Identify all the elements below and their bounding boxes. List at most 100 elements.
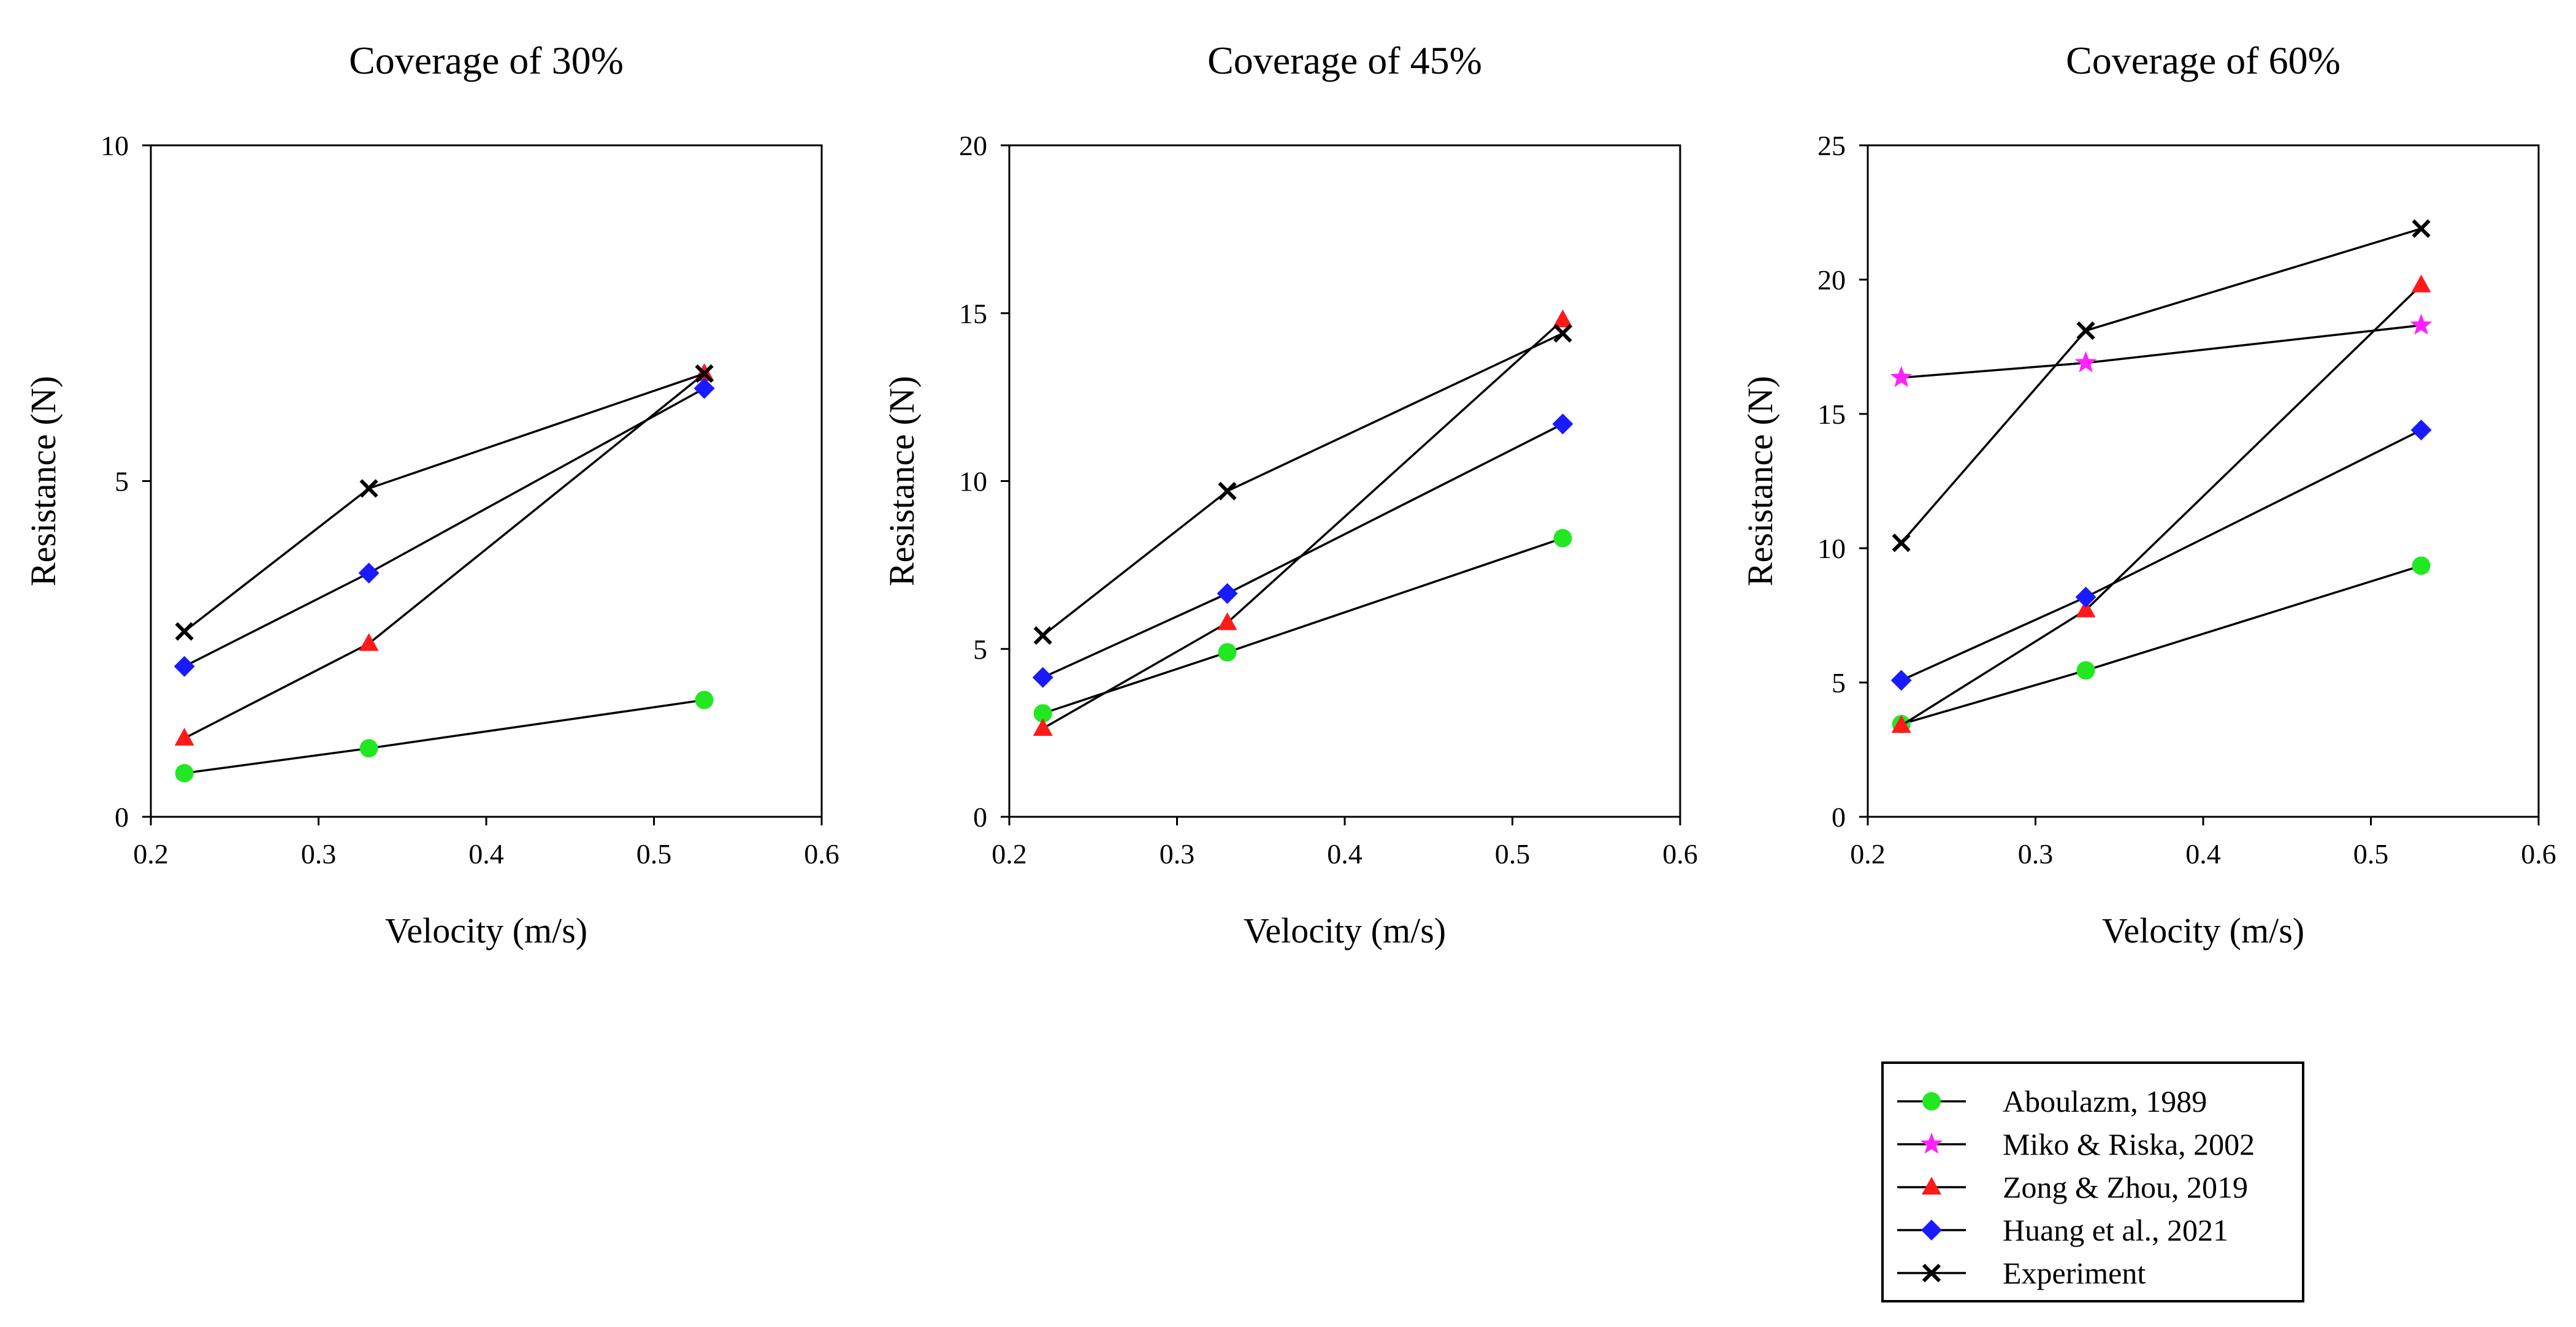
series-line <box>1042 423 1564 679</box>
y-axis-label: Resistance (N) <box>23 376 63 586</box>
y-tick-label: 10 <box>101 130 129 161</box>
series-line <box>1900 429 2422 682</box>
data-point-x <box>175 622 194 641</box>
data-point-triangle <box>2411 274 2431 293</box>
data-point-circle <box>175 763 194 782</box>
legend-entry: Zong & Zhou, 2019 <box>1897 1170 2248 1204</box>
data-point-x-stroke-b <box>359 479 378 498</box>
series-line <box>183 372 705 633</box>
x-axis-label: Velocity (m/s) <box>2102 911 2304 950</box>
legend: Aboulazm, 1989 Miko & Riska, 2002 Zong & Z… <box>1881 1061 2304 1302</box>
series-experiment <box>1892 219 2431 553</box>
legend-marker-circle <box>1922 1092 1941 1111</box>
data-point-x-stroke-b <box>175 622 194 641</box>
series-huang-et-al-2021 <box>174 378 715 677</box>
legend-marker-x-stroke-b <box>1922 1263 1941 1283</box>
legend-entry: Huang et al., 2021 <box>1897 1213 2228 1247</box>
series-aboulazm-1989 <box>1892 556 2431 733</box>
y-tick-label: 10 <box>959 466 987 497</box>
x-tick-label: 0.3 <box>301 838 337 870</box>
x-tick-label: 0.6 <box>2521 838 2556 870</box>
legend-label: Zong & Zhou, 2019 <box>2003 1170 2248 1204</box>
legend-entry: Experiment <box>1897 1256 2146 1290</box>
x-tick-label: 0.3 <box>2018 838 2054 870</box>
series-zong-zhou-2019 <box>174 363 714 746</box>
x-tick-label: 0.5 <box>1495 838 1531 870</box>
series-line <box>184 698 705 774</box>
chart-panels: Coverage of 30% 0.2 0.3 0.4 0.5 0.6 0 5 10 Veloci… <box>23 39 2556 950</box>
x-tick-label: 0.2 <box>133 838 169 870</box>
series-huang-et-al-2021 <box>1890 419 2432 691</box>
x-tick-label: 0.4 <box>2185 838 2221 870</box>
data-point-x <box>1218 481 1237 501</box>
legend-label: Miko & Riska, 2002 <box>2003 1127 2255 1161</box>
y-tick-label: 10 <box>1817 533 1846 564</box>
legend-box <box>1881 1061 2304 1302</box>
y-tick-label: 5 <box>115 466 129 497</box>
data-point-diamond <box>1890 670 1912 691</box>
data-point-triangle <box>174 727 194 746</box>
data-point-x-stroke-b <box>695 364 714 383</box>
data-point-triangle <box>1033 718 1053 736</box>
data-point-x-stroke-b <box>2412 219 2431 238</box>
data-point-circle <box>1033 704 1052 723</box>
series-aboulazm-1989 <box>175 690 714 782</box>
x-tick-label: 0.6 <box>804 838 839 870</box>
legend-marker-diamond <box>1921 1220 1942 1241</box>
data-point-diamond <box>174 656 195 677</box>
chart-title: Coverage of 45% <box>1207 39 1482 82</box>
data-point-x <box>359 479 378 498</box>
y-tick-label: 5 <box>973 633 987 665</box>
series-line <box>1042 537 1564 715</box>
y-tick-label: 20 <box>959 130 987 161</box>
chart-panel-3: Coverage of 60% 0.2 0.3 0.4 0.5 0.6 0 5 10 15 20 25… <box>1740 39 2556 950</box>
data-point-triangle <box>1553 309 1573 327</box>
data-point-diamond <box>2410 419 2432 441</box>
legend-label: Huang et al., 2021 <box>2003 1213 2228 1247</box>
x-tick-label: 0.6 <box>1662 838 1698 870</box>
data-point-x <box>695 364 714 383</box>
x-tick-label: 0.5 <box>2353 838 2389 870</box>
data-point-diamond <box>1552 413 1573 435</box>
data-point-x-stroke-b <box>2076 321 2095 340</box>
series-experiment <box>175 364 714 641</box>
series-huang-et-al-2021 <box>1032 413 1573 688</box>
data-point-circle <box>1553 529 1572 548</box>
plot-frame <box>1008 144 1681 818</box>
chart-panel-1: Coverage of 30% 0.2 0.3 0.4 0.5 0.6 0 5 10 Veloci… <box>23 39 839 950</box>
data-point-diamond <box>358 562 380 584</box>
x-tick-label: 0.2 <box>992 838 1027 870</box>
y-tick-label: 15 <box>959 298 987 329</box>
y-tick-label: 20 <box>1817 264 1846 296</box>
series-line <box>1900 284 2422 727</box>
chart-panel-2: Coverage of 45% 0.2 0.3 0.4 0.5 0.6 0 5 10 15 20 Ve… <box>882 39 1698 950</box>
data-point-circle <box>2412 556 2431 575</box>
data-point-diamond <box>1032 667 1053 688</box>
data-point-x-stroke-b <box>1553 324 1572 343</box>
data-point-x-stroke-b <box>1892 533 1911 553</box>
data-point-diamond <box>2075 586 2096 608</box>
data-point-triangle <box>1891 715 1911 733</box>
data-point-x-stroke-b <box>1033 626 1052 645</box>
series-miko-riska-2002 <box>1890 313 2433 388</box>
y-tick-label: 25 <box>1817 130 1846 161</box>
data-point-circle <box>2076 661 2095 680</box>
legend-marker-star <box>1920 1133 1943 1154</box>
x-axis-label: Velocity (m/s) <box>1244 911 1446 950</box>
y-tick-label: 0 <box>973 801 987 833</box>
data-point-x <box>1033 626 1052 645</box>
legend-marker-x <box>1922 1263 1941 1283</box>
data-point-x <box>1892 533 1911 553</box>
data-point-star <box>2410 313 2433 335</box>
series-line <box>1900 228 2422 544</box>
series-experiment <box>1033 324 1572 645</box>
series-zong-zhou-2019 <box>1033 309 1573 736</box>
legend-entries: Aboulazm, 1989 Miko & Riska, 2002 Zong & Z… <box>1897 1084 2255 1290</box>
x-tick-label: 0.2 <box>1850 838 1886 870</box>
data-point-diamond <box>1217 583 1238 604</box>
y-tick-label: 5 <box>1832 667 1846 698</box>
plot-frame <box>150 144 823 818</box>
data-point-diamond <box>694 378 715 399</box>
series-line <box>1042 332 1564 637</box>
